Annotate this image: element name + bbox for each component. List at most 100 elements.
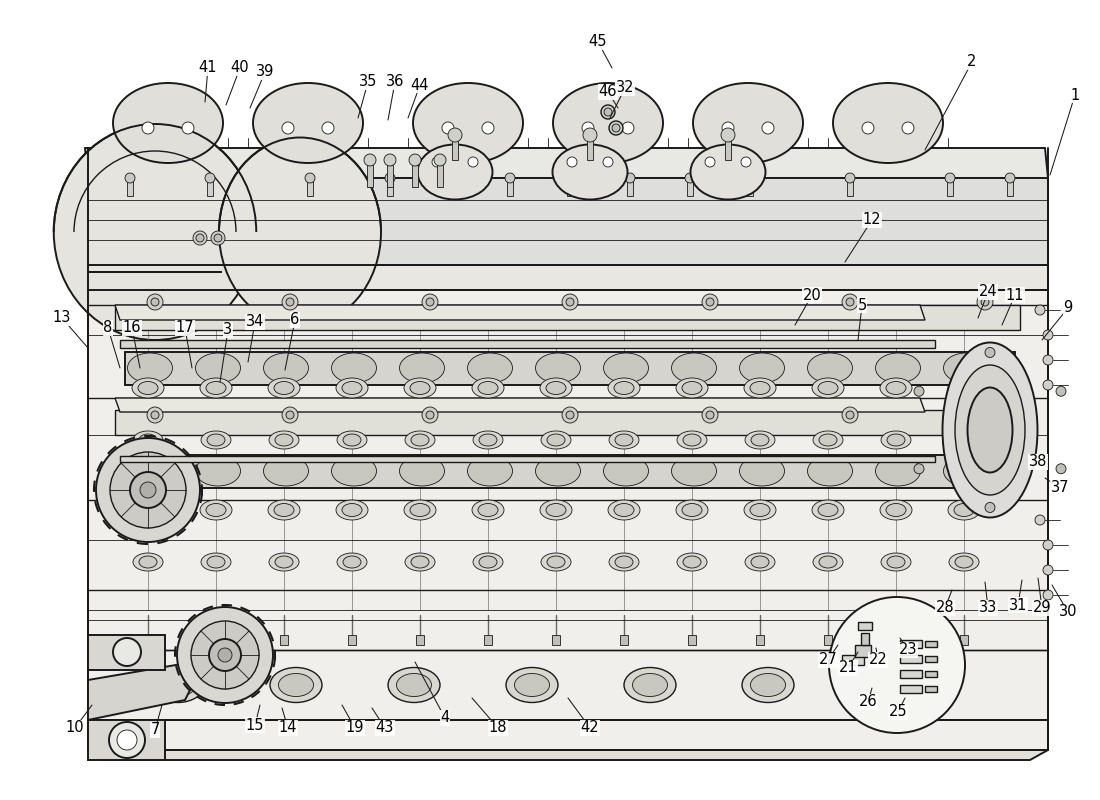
Polygon shape bbox=[125, 455, 1015, 488]
Ellipse shape bbox=[404, 500, 436, 520]
Text: 32: 32 bbox=[616, 81, 635, 95]
Ellipse shape bbox=[944, 353, 989, 383]
Ellipse shape bbox=[399, 456, 444, 486]
Bar bbox=[144, 635, 152, 645]
Ellipse shape bbox=[133, 553, 163, 571]
Circle shape bbox=[842, 294, 858, 310]
Ellipse shape bbox=[886, 503, 906, 517]
Circle shape bbox=[582, 122, 594, 134]
Circle shape bbox=[305, 173, 315, 183]
Text: 21: 21 bbox=[838, 661, 857, 675]
Ellipse shape bbox=[473, 431, 503, 449]
Ellipse shape bbox=[949, 553, 979, 571]
Circle shape bbox=[151, 298, 160, 306]
Ellipse shape bbox=[506, 667, 558, 702]
Ellipse shape bbox=[152, 667, 204, 702]
Circle shape bbox=[984, 502, 996, 513]
Bar bbox=[925, 656, 937, 662]
Bar bbox=[900, 670, 922, 678]
Bar bbox=[855, 645, 871, 657]
Ellipse shape bbox=[693, 83, 803, 163]
Circle shape bbox=[482, 122, 494, 134]
Polygon shape bbox=[88, 750, 1048, 760]
Text: 4: 4 bbox=[440, 710, 450, 726]
Ellipse shape bbox=[813, 553, 843, 571]
Circle shape bbox=[177, 607, 273, 703]
Circle shape bbox=[196, 234, 204, 242]
Ellipse shape bbox=[541, 431, 571, 449]
Ellipse shape bbox=[405, 431, 435, 449]
Text: 37: 37 bbox=[1050, 481, 1069, 495]
Ellipse shape bbox=[275, 434, 293, 446]
Bar bbox=[858, 622, 872, 630]
Text: 28: 28 bbox=[936, 601, 955, 615]
Bar bbox=[280, 635, 288, 645]
Polygon shape bbox=[116, 398, 925, 412]
Bar bbox=[960, 635, 968, 645]
Circle shape bbox=[1043, 330, 1053, 340]
Ellipse shape bbox=[739, 353, 784, 383]
Text: 44: 44 bbox=[410, 78, 429, 93]
Ellipse shape bbox=[113, 83, 223, 163]
Text: 18: 18 bbox=[488, 721, 507, 735]
Text: 35: 35 bbox=[359, 74, 377, 90]
Text: 45: 45 bbox=[588, 34, 607, 50]
Circle shape bbox=[566, 411, 574, 419]
Ellipse shape bbox=[411, 556, 429, 568]
Text: 16: 16 bbox=[123, 321, 141, 335]
Circle shape bbox=[977, 407, 993, 423]
Circle shape bbox=[702, 294, 718, 310]
Circle shape bbox=[384, 154, 396, 166]
Ellipse shape bbox=[201, 431, 231, 449]
Circle shape bbox=[565, 173, 575, 183]
Bar bbox=[552, 635, 560, 645]
Ellipse shape bbox=[676, 553, 707, 571]
Ellipse shape bbox=[881, 553, 911, 571]
Bar bbox=[566, 178, 573, 196]
Ellipse shape bbox=[268, 500, 300, 520]
Ellipse shape bbox=[954, 503, 974, 517]
Ellipse shape bbox=[739, 456, 784, 486]
Circle shape bbox=[364, 154, 376, 166]
Ellipse shape bbox=[472, 378, 504, 398]
Ellipse shape bbox=[128, 456, 173, 486]
Bar bbox=[412, 165, 418, 187]
Bar bbox=[437, 165, 443, 187]
Ellipse shape bbox=[683, 434, 701, 446]
Ellipse shape bbox=[813, 431, 843, 449]
Ellipse shape bbox=[955, 556, 974, 568]
Circle shape bbox=[214, 234, 222, 242]
Ellipse shape bbox=[886, 382, 906, 394]
Ellipse shape bbox=[207, 556, 226, 568]
Ellipse shape bbox=[615, 434, 632, 446]
Polygon shape bbox=[120, 340, 935, 348]
Text: 39: 39 bbox=[256, 65, 274, 79]
Polygon shape bbox=[88, 178, 1048, 265]
Circle shape bbox=[981, 411, 989, 419]
Text: 24: 24 bbox=[979, 285, 998, 299]
Ellipse shape bbox=[138, 382, 158, 394]
Ellipse shape bbox=[691, 145, 766, 199]
Circle shape bbox=[862, 122, 874, 134]
Circle shape bbox=[914, 386, 924, 396]
Text: 9: 9 bbox=[1064, 301, 1072, 315]
Ellipse shape bbox=[609, 553, 639, 571]
Circle shape bbox=[142, 122, 154, 134]
Text: 20: 20 bbox=[803, 287, 822, 302]
Text: 14: 14 bbox=[278, 721, 297, 735]
Ellipse shape bbox=[880, 500, 912, 520]
Ellipse shape bbox=[615, 556, 632, 568]
Circle shape bbox=[583, 128, 597, 142]
Circle shape bbox=[205, 173, 214, 183]
Circle shape bbox=[914, 464, 924, 474]
Bar bbox=[925, 641, 937, 647]
Bar bbox=[348, 635, 356, 645]
Bar bbox=[925, 686, 937, 692]
Circle shape bbox=[621, 122, 634, 134]
Text: 33: 33 bbox=[979, 601, 997, 615]
Circle shape bbox=[612, 124, 620, 132]
Circle shape bbox=[562, 294, 578, 310]
Ellipse shape bbox=[742, 667, 794, 702]
Ellipse shape bbox=[473, 553, 503, 571]
Ellipse shape bbox=[745, 431, 776, 449]
